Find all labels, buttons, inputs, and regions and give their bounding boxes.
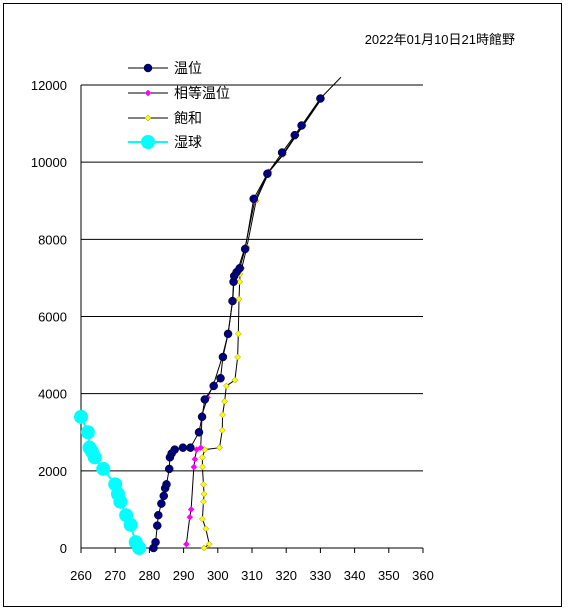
data-point — [240, 244, 250, 254]
data-point — [162, 480, 171, 489]
data-point — [236, 278, 244, 286]
data-point — [96, 461, 111, 476]
y-tick-label: 2000 — [38, 464, 67, 479]
data-point — [316, 94, 325, 103]
chart-title: 2022年01月10日21時館野 — [365, 32, 515, 47]
data-point — [199, 463, 206, 471]
y-tick-label: 10000 — [31, 155, 67, 170]
data-point — [123, 517, 138, 532]
x-tick-label: 290 — [173, 568, 195, 583]
axis-layer: 0 2000 4000 6000 8000 10000 12000 260 270 280 290 3… — [31, 78, 434, 583]
data-point — [277, 148, 287, 157]
y-tick-label: 8000 — [38, 232, 67, 247]
data-point — [218, 426, 226, 434]
data-point — [216, 373, 225, 383]
data-point — [87, 450, 102, 465]
series-1 — [182, 95, 325, 548]
chart-frame — [3, 3, 562, 607]
data-point — [74, 409, 88, 424]
data-point — [80, 425, 95, 440]
grid-layer — [81, 84, 423, 472]
legend-marker — [141, 135, 155, 149]
x-tick-label: 350 — [378, 568, 400, 583]
data-point — [186, 513, 194, 521]
data-point — [200, 498, 207, 506]
data-point — [197, 444, 205, 452]
y-tick-label: 4000 — [38, 387, 67, 402]
y-tick-label: 12000 — [31, 78, 67, 93]
data-point — [231, 376, 239, 384]
series-line — [201, 98, 323, 549]
data-point — [221, 398, 228, 405]
data-point — [200, 480, 207, 488]
series-2 — [199, 95, 326, 552]
y-tick-label: 0 — [60, 541, 67, 556]
data-point — [222, 382, 230, 390]
legend-label: 相等温位 — [174, 85, 230, 101]
data-point — [202, 525, 210, 533]
data-point — [234, 353, 241, 361]
data-point — [186, 443, 195, 452]
data-point — [178, 443, 188, 452]
legend-label: 温位 — [174, 60, 202, 76]
data-point — [159, 491, 169, 501]
data-point — [187, 506, 195, 513]
x-tick-label: 340 — [344, 568, 366, 583]
series-line — [185, 98, 322, 545]
data-point — [263, 169, 272, 178]
data-point — [132, 541, 147, 555]
data-point — [200, 395, 210, 404]
data-point — [199, 515, 206, 523]
legend-label: 飽和 — [174, 110, 202, 126]
data-point — [182, 540, 190, 548]
data-point — [216, 444, 223, 452]
legend-marker — [143, 63, 153, 73]
data-point — [151, 537, 160, 547]
data-point — [154, 510, 163, 520]
series-layer — [74, 76, 342, 555]
data-point — [113, 494, 128, 509]
x-tick-label: 310 — [241, 568, 263, 583]
x-tick-label: 300 — [207, 568, 229, 583]
data-point — [223, 329, 233, 339]
x-tick-label: 270 — [104, 568, 126, 583]
data-point — [205, 540, 213, 548]
data-point — [209, 381, 218, 391]
data-point — [290, 130, 299, 140]
data-point — [235, 295, 243, 303]
data-point — [249, 194, 258, 204]
data-point — [170, 445, 179, 454]
data-point — [228, 296, 237, 306]
series-0 — [149, 76, 342, 553]
x-tick-label: 320 — [275, 568, 297, 583]
data-point — [297, 121, 306, 130]
legend-marker — [144, 89, 152, 97]
data-point — [153, 521, 162, 530]
data-point — [200, 544, 208, 552]
data-point — [199, 453, 206, 461]
data-point — [164, 464, 174, 474]
x-tick-label: 330 — [310, 568, 332, 583]
data-point — [200, 490, 208, 498]
x-tick-label: 360 — [412, 568, 434, 583]
data-point — [194, 428, 204, 437]
data-point — [157, 499, 166, 508]
y-tick-label: 6000 — [38, 310, 67, 325]
series-3 — [74, 409, 147, 555]
data-point — [218, 352, 228, 362]
data-point — [197, 412, 207, 422]
legend-label: 湿球 — [174, 134, 202, 150]
data-point — [234, 330, 242, 338]
x-tick-label: 280 — [139, 568, 161, 583]
legend-marker — [144, 114, 152, 122]
x-tick-label: 260 — [70, 568, 92, 583]
data-point — [235, 264, 244, 273]
data-point — [191, 455, 199, 463]
data-point — [190, 463, 198, 471]
data-point — [219, 411, 226, 419]
